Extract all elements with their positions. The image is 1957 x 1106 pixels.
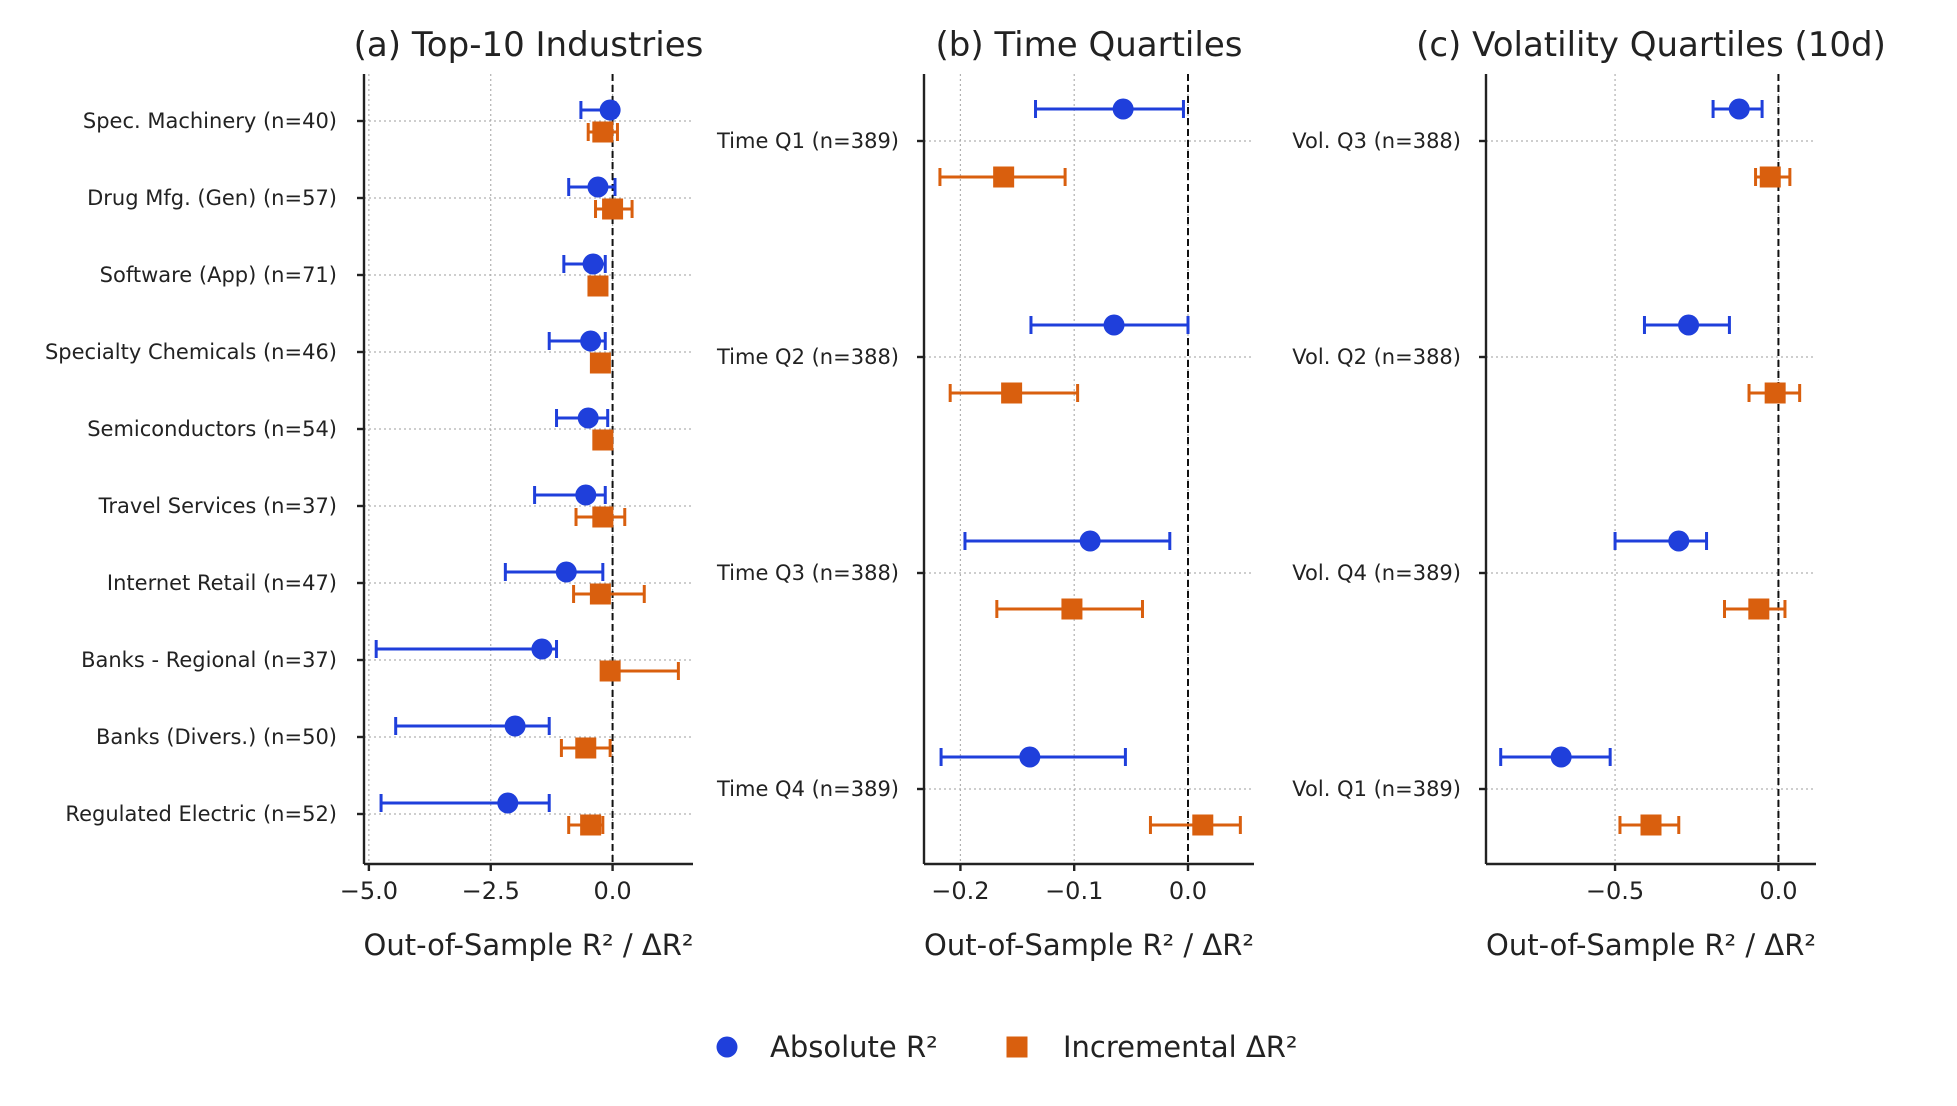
absolute-point: [575, 484, 597, 506]
absolute-point: [1550, 746, 1572, 768]
incremental-point: [589, 352, 611, 374]
y-tick-label: Time Q4 (n=389): [716, 777, 899, 801]
incremental-point: [592, 121, 614, 143]
x-tick-label: −0.1: [1045, 877, 1103, 905]
y-tick-label: Travel Services (n=37): [98, 494, 337, 518]
x-axis-label: Out-of-Sample R² / ΔR²: [1486, 928, 1816, 962]
incremental-point: [1748, 598, 1770, 620]
y-tick-label: Banks (Divers.) (n=50): [96, 725, 337, 749]
panel-2: Time Q1 (n=389) Time Q2 (n=388) Time Q3 (n…: [716, 25, 1254, 962]
incremental-point: [1192, 814, 1214, 836]
absolute-point: [1668, 530, 1690, 552]
x-axis-label: Out-of-Sample R² / ΔR²: [364, 928, 694, 962]
absolute-point: [1079, 530, 1101, 552]
y-tick-label: Time Q2 (n=388): [716, 345, 899, 369]
absolute-point: [1728, 98, 1750, 120]
absolute-point: [497, 792, 519, 814]
incremental-point: [1061, 598, 1083, 620]
y-tick-label: Vol. Q3 (n=388): [1292, 129, 1461, 153]
incremental-point: [1001, 382, 1023, 404]
legend-label-absolute: Absolute R²: [770, 1030, 938, 1064]
x-axis-label: Out-of-Sample R² / ΔR²: [924, 928, 1254, 962]
incremental-point: [592, 506, 614, 528]
y-tick-label: Time Q3 (n=388): [716, 561, 899, 585]
absolute-point: [1019, 746, 1041, 768]
y-tick-label: Vol. Q4 (n=389): [1292, 561, 1461, 585]
x-tick-label: 0.0: [1169, 877, 1207, 905]
absolute-point: [577, 407, 599, 429]
panel-3: Vol. Q3 (n=388) Vol. Q2 (n=388) Vol. Q4 (n…: [1292, 25, 1886, 962]
incremental-point: [589, 583, 611, 605]
incremental-point: [599, 660, 621, 682]
x-tick-label: 0.0: [593, 877, 631, 905]
chart-legend: Absolute R² Incremental ΔR²: [716, 1030, 1298, 1064]
absolute-point: [580, 330, 602, 352]
x-tick-label: 0.0: [1759, 877, 1797, 905]
y-tick-label: Internet Retail (n=47): [107, 571, 337, 595]
panel-title: (b) Time Quartiles: [936, 25, 1243, 65]
absolute-point: [531, 638, 553, 660]
legend-label-incremental: Incremental ΔR²: [1063, 1030, 1298, 1064]
absolute-point: [1112, 98, 1134, 120]
y-tick-label: Drug Mfg. (Gen) (n=57): [87, 186, 337, 210]
y-tick-label: Banks - Regional (n=37): [81, 648, 337, 672]
incremental-point: [587, 275, 609, 297]
incremental-point: [580, 814, 602, 836]
incremental-point: [993, 166, 1015, 188]
absolute-point: [587, 176, 609, 198]
incremental-point: [1764, 382, 1786, 404]
absolute-point: [599, 99, 621, 121]
x-tick-label: −0.5: [1586, 877, 1644, 905]
y-tick-label: Time Q1 (n=389): [716, 129, 899, 153]
y-tick-label: Software (App) (n=71): [100, 263, 337, 287]
legend-marker-incremental: [1006, 1036, 1028, 1058]
x-tick-label: −0.2: [931, 877, 989, 905]
absolute-point: [1678, 314, 1700, 336]
chart-panels: Spec. Machinery (n=40) Drug Mfg. (Gen) (n…: [45, 25, 1886, 962]
absolute-point: [582, 253, 604, 275]
incremental-point: [1640, 814, 1662, 836]
absolute-point: [555, 561, 577, 583]
panel-title: (c) Volatility Quartiles (10d): [1416, 25, 1886, 65]
absolute-point: [504, 715, 526, 737]
incremental-point: [1759, 166, 1781, 188]
y-tick-label: Specialty Chemicals (n=46): [45, 340, 337, 364]
incremental-point: [602, 198, 624, 220]
panel-1: Spec. Machinery (n=40) Drug Mfg. (Gen) (n…: [45, 25, 703, 962]
incremental-point: [575, 737, 597, 759]
panel-title: (a) Top-10 Industries: [354, 25, 704, 65]
legend-marker-absolute: [716, 1036, 738, 1058]
x-tick-label: −5.0: [340, 877, 398, 905]
y-tick-label: Semiconductors (n=54): [87, 417, 337, 441]
x-tick-label: −2.5: [462, 877, 520, 905]
y-tick-label: Spec. Machinery (n=40): [83, 109, 337, 133]
y-tick-label: Vol. Q1 (n=389): [1292, 777, 1461, 801]
incremental-point: [592, 429, 614, 451]
y-tick-label: Vol. Q2 (n=388): [1292, 345, 1461, 369]
absolute-point: [1103, 314, 1125, 336]
y-tick-label: Regulated Electric (n=52): [65, 802, 337, 826]
